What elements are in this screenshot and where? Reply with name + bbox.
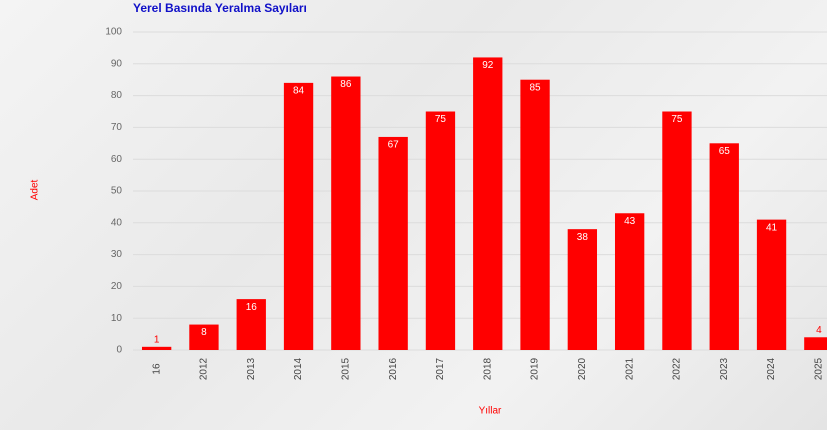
y-tick-label: 100 (105, 27, 122, 38)
bar (189, 324, 219, 350)
bar (473, 57, 503, 350)
y-axis-label: Adet (30, 179, 41, 200)
value-label: 8 (201, 327, 207, 338)
x-tick-label: 2024 (766, 357, 777, 380)
x-tick-label: 2021 (624, 357, 635, 380)
bar (283, 82, 314, 350)
bar (141, 346, 172, 350)
bar (331, 76, 361, 351)
bar (378, 136, 408, 350)
bar (614, 213, 645, 350)
x-tick-label: 2020 (577, 357, 588, 380)
x-tick-label: 2015 (340, 357, 351, 380)
x-tick-label: 2025 (813, 357, 824, 380)
chart-title: Yerel Basında Yeralma Sayıları (133, 1, 307, 15)
bar (709, 143, 739, 350)
bar (425, 111, 456, 350)
x-tick-label: 16 (151, 363, 162, 375)
bar (662, 111, 692, 350)
value-label: 92 (482, 60, 494, 71)
value-label: 85 (529, 82, 541, 93)
y-tick-label: 30 (111, 249, 123, 260)
y-tick-label: 60 (111, 154, 123, 165)
bar (520, 79, 550, 350)
value-label: 41 (766, 222, 778, 233)
x-tick-label: 2017 (435, 357, 446, 380)
value-label: 75 (671, 114, 683, 125)
x-axis-label: Yıllar (479, 406, 502, 417)
y-tick-label: 70 (111, 122, 123, 133)
bar (236, 299, 266, 350)
y-tick-label: 20 (111, 281, 123, 292)
value-label: 86 (340, 79, 352, 90)
x-tick-label: 2012 (199, 357, 210, 380)
y-tick-label: 40 (111, 217, 123, 228)
y-tick-label: 10 (111, 313, 123, 324)
x-tick-label: 2019 (530, 357, 541, 380)
x-tick-label: 2016 (388, 357, 399, 380)
y-tick-label: 0 (116, 345, 122, 356)
value-label: 67 (388, 140, 400, 151)
value-label: 75 (435, 114, 447, 125)
x-tick-label: 2014 (293, 357, 304, 380)
x-tick-label: 2022 (672, 357, 683, 380)
bar (756, 219, 787, 350)
y-tick-label: 50 (111, 186, 123, 197)
y-tick-label: 90 (111, 58, 123, 69)
value-label: 65 (719, 146, 731, 157)
value-label: 1 (154, 334, 160, 345)
bar (804, 337, 827, 350)
x-tick-label: 2013 (246, 357, 257, 380)
value-label: 4 (816, 325, 822, 336)
value-label: 43 (624, 216, 636, 227)
x-tick-label: 2018 (482, 357, 493, 380)
value-label: 84 (293, 86, 305, 97)
x-tick-label: 2023 (719, 357, 730, 380)
y-tick-label: 80 (111, 90, 123, 101)
value-label: 38 (577, 232, 589, 243)
value-label: 16 (246, 302, 258, 313)
bar (567, 229, 598, 350)
